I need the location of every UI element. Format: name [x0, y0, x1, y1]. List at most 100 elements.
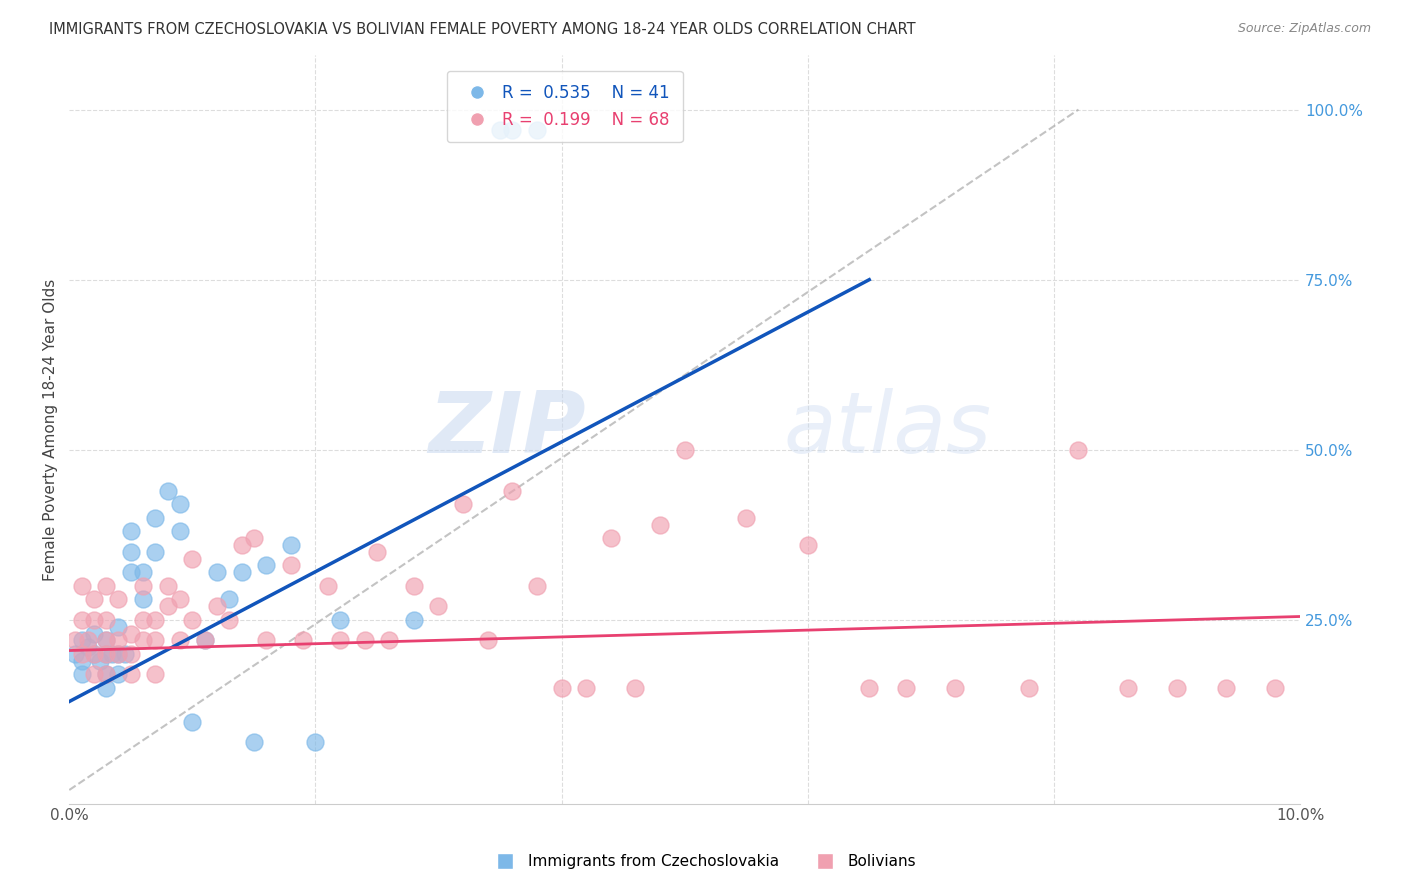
Point	[114, 647, 136, 661]
Point	[107, 667, 129, 681]
Point	[451, 497, 474, 511]
Point	[280, 558, 302, 573]
Point	[218, 613, 240, 627]
Point	[169, 592, 191, 607]
Point	[181, 613, 204, 627]
Point	[243, 735, 266, 749]
Point	[1264, 681, 1286, 695]
Point	[181, 714, 204, 729]
Point	[366, 545, 388, 559]
Point	[70, 613, 93, 627]
Point	[501, 123, 523, 137]
Point	[648, 517, 671, 532]
Text: IMMIGRANTS FROM CZECHOSLOVAKIA VS BOLIVIAN FEMALE POVERTY AMONG 18-24 YEAR OLDS : IMMIGRANTS FROM CZECHOSLOVAKIA VS BOLIVI…	[49, 22, 915, 37]
Point	[120, 524, 142, 539]
Point	[945, 681, 967, 695]
Point	[96, 647, 118, 661]
Point	[101, 647, 124, 661]
Point	[120, 626, 142, 640]
Point	[145, 633, 167, 648]
Point	[402, 613, 425, 627]
Legend: R =  0.535    N = 41, R =  0.199    N = 68: R = 0.535 N = 41, R = 0.199 N = 68	[447, 71, 683, 142]
Point	[96, 667, 118, 681]
Point	[70, 633, 93, 648]
Point	[550, 681, 572, 695]
Point	[145, 667, 167, 681]
Point	[735, 511, 758, 525]
Point	[70, 667, 93, 681]
Point	[894, 681, 917, 695]
Point	[624, 681, 647, 695]
Point	[96, 667, 118, 681]
Point	[205, 599, 228, 614]
Text: Source: ZipAtlas.com: Source: ZipAtlas.com	[1237, 22, 1371, 36]
Point	[65, 633, 87, 648]
Point	[83, 647, 105, 661]
Point	[145, 511, 167, 525]
Point	[96, 681, 118, 695]
Point	[156, 579, 179, 593]
Point	[107, 647, 129, 661]
Point	[83, 613, 105, 627]
Point	[169, 633, 191, 648]
Point	[316, 579, 339, 593]
Point	[673, 442, 696, 457]
Point	[96, 633, 118, 648]
Point	[378, 633, 401, 648]
Point	[526, 123, 548, 137]
Point	[231, 538, 253, 552]
Point	[169, 497, 191, 511]
Point	[107, 647, 129, 661]
Point	[489, 123, 512, 137]
Point	[858, 681, 880, 695]
Point	[132, 613, 155, 627]
Point	[132, 566, 155, 580]
Point	[194, 633, 217, 648]
Point	[70, 654, 93, 668]
Point	[83, 667, 105, 681]
Point	[526, 579, 548, 593]
Point	[292, 633, 315, 648]
Point	[254, 558, 277, 573]
Point	[194, 633, 217, 648]
Point	[76, 633, 98, 648]
Point	[96, 647, 118, 661]
Point	[169, 524, 191, 539]
Point	[218, 592, 240, 607]
Point	[1018, 681, 1040, 695]
Point	[1215, 681, 1237, 695]
Point	[243, 531, 266, 545]
Point	[120, 667, 142, 681]
Point	[1166, 681, 1188, 695]
Point	[427, 599, 450, 614]
Point	[254, 633, 277, 648]
Point	[132, 592, 155, 607]
Point	[231, 566, 253, 580]
Point	[477, 633, 499, 648]
Point	[107, 633, 129, 648]
Y-axis label: Female Poverty Among 18-24 Year Olds: Female Poverty Among 18-24 Year Olds	[44, 278, 58, 581]
Point	[83, 626, 105, 640]
Point	[120, 566, 142, 580]
Point	[83, 592, 105, 607]
Point	[402, 579, 425, 593]
Point	[96, 633, 118, 648]
Point	[599, 531, 621, 545]
Point	[205, 566, 228, 580]
Point	[132, 633, 155, 648]
Point	[120, 647, 142, 661]
Text: ZIP: ZIP	[429, 388, 586, 471]
Point	[796, 538, 818, 552]
Point	[280, 538, 302, 552]
Point	[65, 647, 87, 661]
Point	[353, 633, 375, 648]
Point	[575, 681, 598, 695]
Point	[501, 483, 523, 498]
Point	[70, 579, 93, 593]
Point	[132, 579, 155, 593]
Point	[107, 592, 129, 607]
Point	[156, 483, 179, 498]
Point	[145, 613, 167, 627]
Point	[89, 654, 111, 668]
Point	[329, 613, 352, 627]
